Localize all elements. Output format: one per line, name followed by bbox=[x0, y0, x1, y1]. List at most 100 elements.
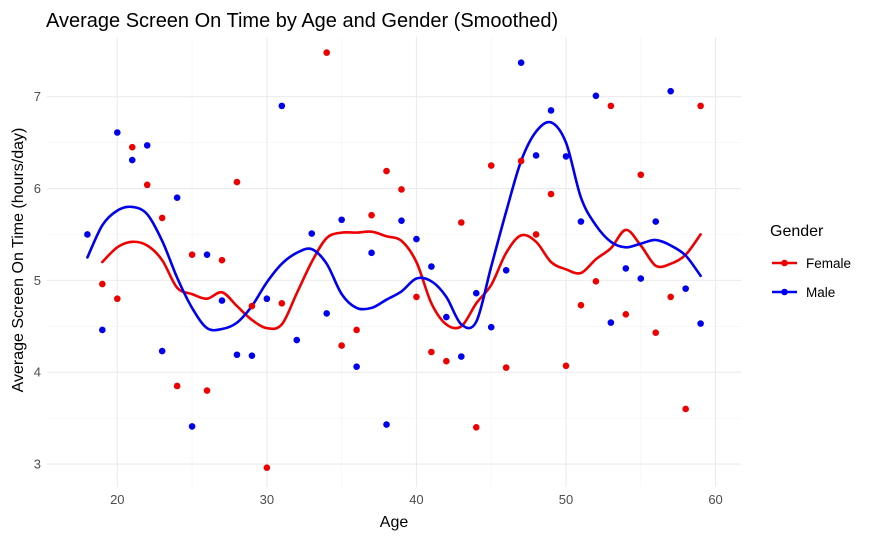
legend: Gender Female Male bbox=[770, 223, 851, 300]
female-point bbox=[532, 231, 540, 238]
male-point bbox=[128, 156, 136, 164]
legend-key-point bbox=[781, 259, 788, 267]
male-point bbox=[293, 336, 301, 344]
female-point bbox=[353, 326, 360, 334]
male-point bbox=[368, 249, 375, 257]
y-tick-label: 5 bbox=[34, 273, 41, 288]
male-point bbox=[203, 251, 211, 258]
legend-item-male: Male bbox=[772, 285, 835, 300]
female-point bbox=[607, 102, 615, 110]
male-point bbox=[158, 347, 166, 355]
male-point bbox=[443, 313, 450, 321]
female-point bbox=[652, 329, 660, 337]
data-points bbox=[84, 49, 704, 472]
female-point bbox=[622, 311, 630, 318]
male-point bbox=[547, 107, 555, 114]
legend-label: Female bbox=[806, 256, 851, 271]
female-point bbox=[158, 214, 166, 222]
y-tick-label: 4 bbox=[34, 365, 41, 380]
female-point bbox=[203, 387, 211, 394]
male-point bbox=[697, 320, 704, 327]
x-tick-label: 20 bbox=[110, 492, 124, 507]
male-point bbox=[308, 230, 316, 237]
male-point bbox=[398, 217, 405, 224]
male-point bbox=[113, 129, 121, 136]
female-point bbox=[398, 186, 405, 193]
male-point bbox=[562, 153, 570, 160]
male-point bbox=[622, 265, 630, 272]
male-point bbox=[278, 102, 286, 110]
male-point bbox=[607, 319, 615, 326]
male-point bbox=[383, 421, 390, 428]
y-axis-title: Average Screen On Time (hours/day) bbox=[10, 128, 27, 393]
female-point bbox=[248, 302, 256, 310]
female-smooth-line bbox=[101, 228, 702, 331]
male-point bbox=[218, 297, 226, 304]
male-point bbox=[472, 289, 480, 297]
female-point bbox=[218, 256, 226, 264]
female-point bbox=[502, 364, 510, 371]
female-point bbox=[278, 300, 286, 307]
male-point bbox=[99, 326, 106, 334]
male-point bbox=[592, 92, 600, 100]
male-point bbox=[517, 59, 525, 67]
female-point bbox=[562, 362, 570, 370]
y-tick-labels: 3 4 5 6 7 bbox=[34, 89, 41, 471]
x-tick-label: 40 bbox=[409, 492, 423, 507]
grid bbox=[47, 37, 741, 487]
female-point bbox=[487, 162, 495, 169]
female-point bbox=[667, 293, 675, 301]
female-point bbox=[128, 143, 136, 151]
female-point bbox=[443, 357, 450, 365]
female-point bbox=[697, 102, 704, 110]
female-point bbox=[338, 342, 345, 349]
female-point bbox=[173, 382, 181, 390]
male-point bbox=[188, 423, 196, 430]
legend-title: Gender bbox=[770, 223, 824, 240]
female-point bbox=[428, 348, 435, 356]
female-point bbox=[592, 277, 600, 285]
male-point bbox=[84, 231, 91, 238]
legend-key-point bbox=[781, 288, 788, 296]
female-point bbox=[323, 49, 330, 56]
male-point bbox=[248, 352, 256, 359]
y-tick-label: 6 bbox=[34, 181, 41, 196]
female-point bbox=[143, 181, 151, 189]
female-point bbox=[517, 157, 525, 165]
y-tick-label: 3 bbox=[34, 457, 41, 472]
x-tick-label: 50 bbox=[559, 492, 573, 507]
x-tick-labels: 20 30 40 50 60 bbox=[110, 492, 723, 507]
female-point bbox=[577, 301, 585, 309]
male-point bbox=[173, 194, 181, 202]
male-point bbox=[143, 142, 151, 149]
female-point bbox=[472, 424, 480, 431]
x-tick-label: 30 bbox=[260, 492, 274, 507]
male-point bbox=[502, 266, 510, 274]
male-point bbox=[263, 295, 271, 303]
female-point bbox=[458, 219, 465, 226]
female-point bbox=[113, 295, 121, 303]
male-point bbox=[577, 218, 585, 225]
female-point bbox=[263, 464, 271, 472]
male-point bbox=[652, 218, 660, 225]
male-point bbox=[682, 285, 689, 292]
male-point bbox=[532, 152, 540, 159]
x-tick-label: 60 bbox=[708, 492, 722, 507]
smooth-lines bbox=[86, 120, 702, 332]
male-point bbox=[353, 363, 360, 370]
male-smooth-line bbox=[86, 120, 702, 332]
female-point bbox=[368, 211, 375, 219]
female-point bbox=[188, 251, 196, 258]
y-tick-label: 7 bbox=[34, 89, 41, 104]
x-axis-title: Age bbox=[380, 514, 409, 531]
female-point bbox=[637, 171, 645, 179]
legend-label: Male bbox=[806, 285, 835, 300]
male-point bbox=[338, 216, 345, 224]
female-point bbox=[413, 293, 420, 301]
female-point bbox=[383, 167, 390, 175]
female-point bbox=[547, 190, 555, 198]
female-point bbox=[99, 280, 106, 288]
legend-item-female: Female bbox=[772, 256, 851, 271]
male-point bbox=[458, 353, 465, 360]
